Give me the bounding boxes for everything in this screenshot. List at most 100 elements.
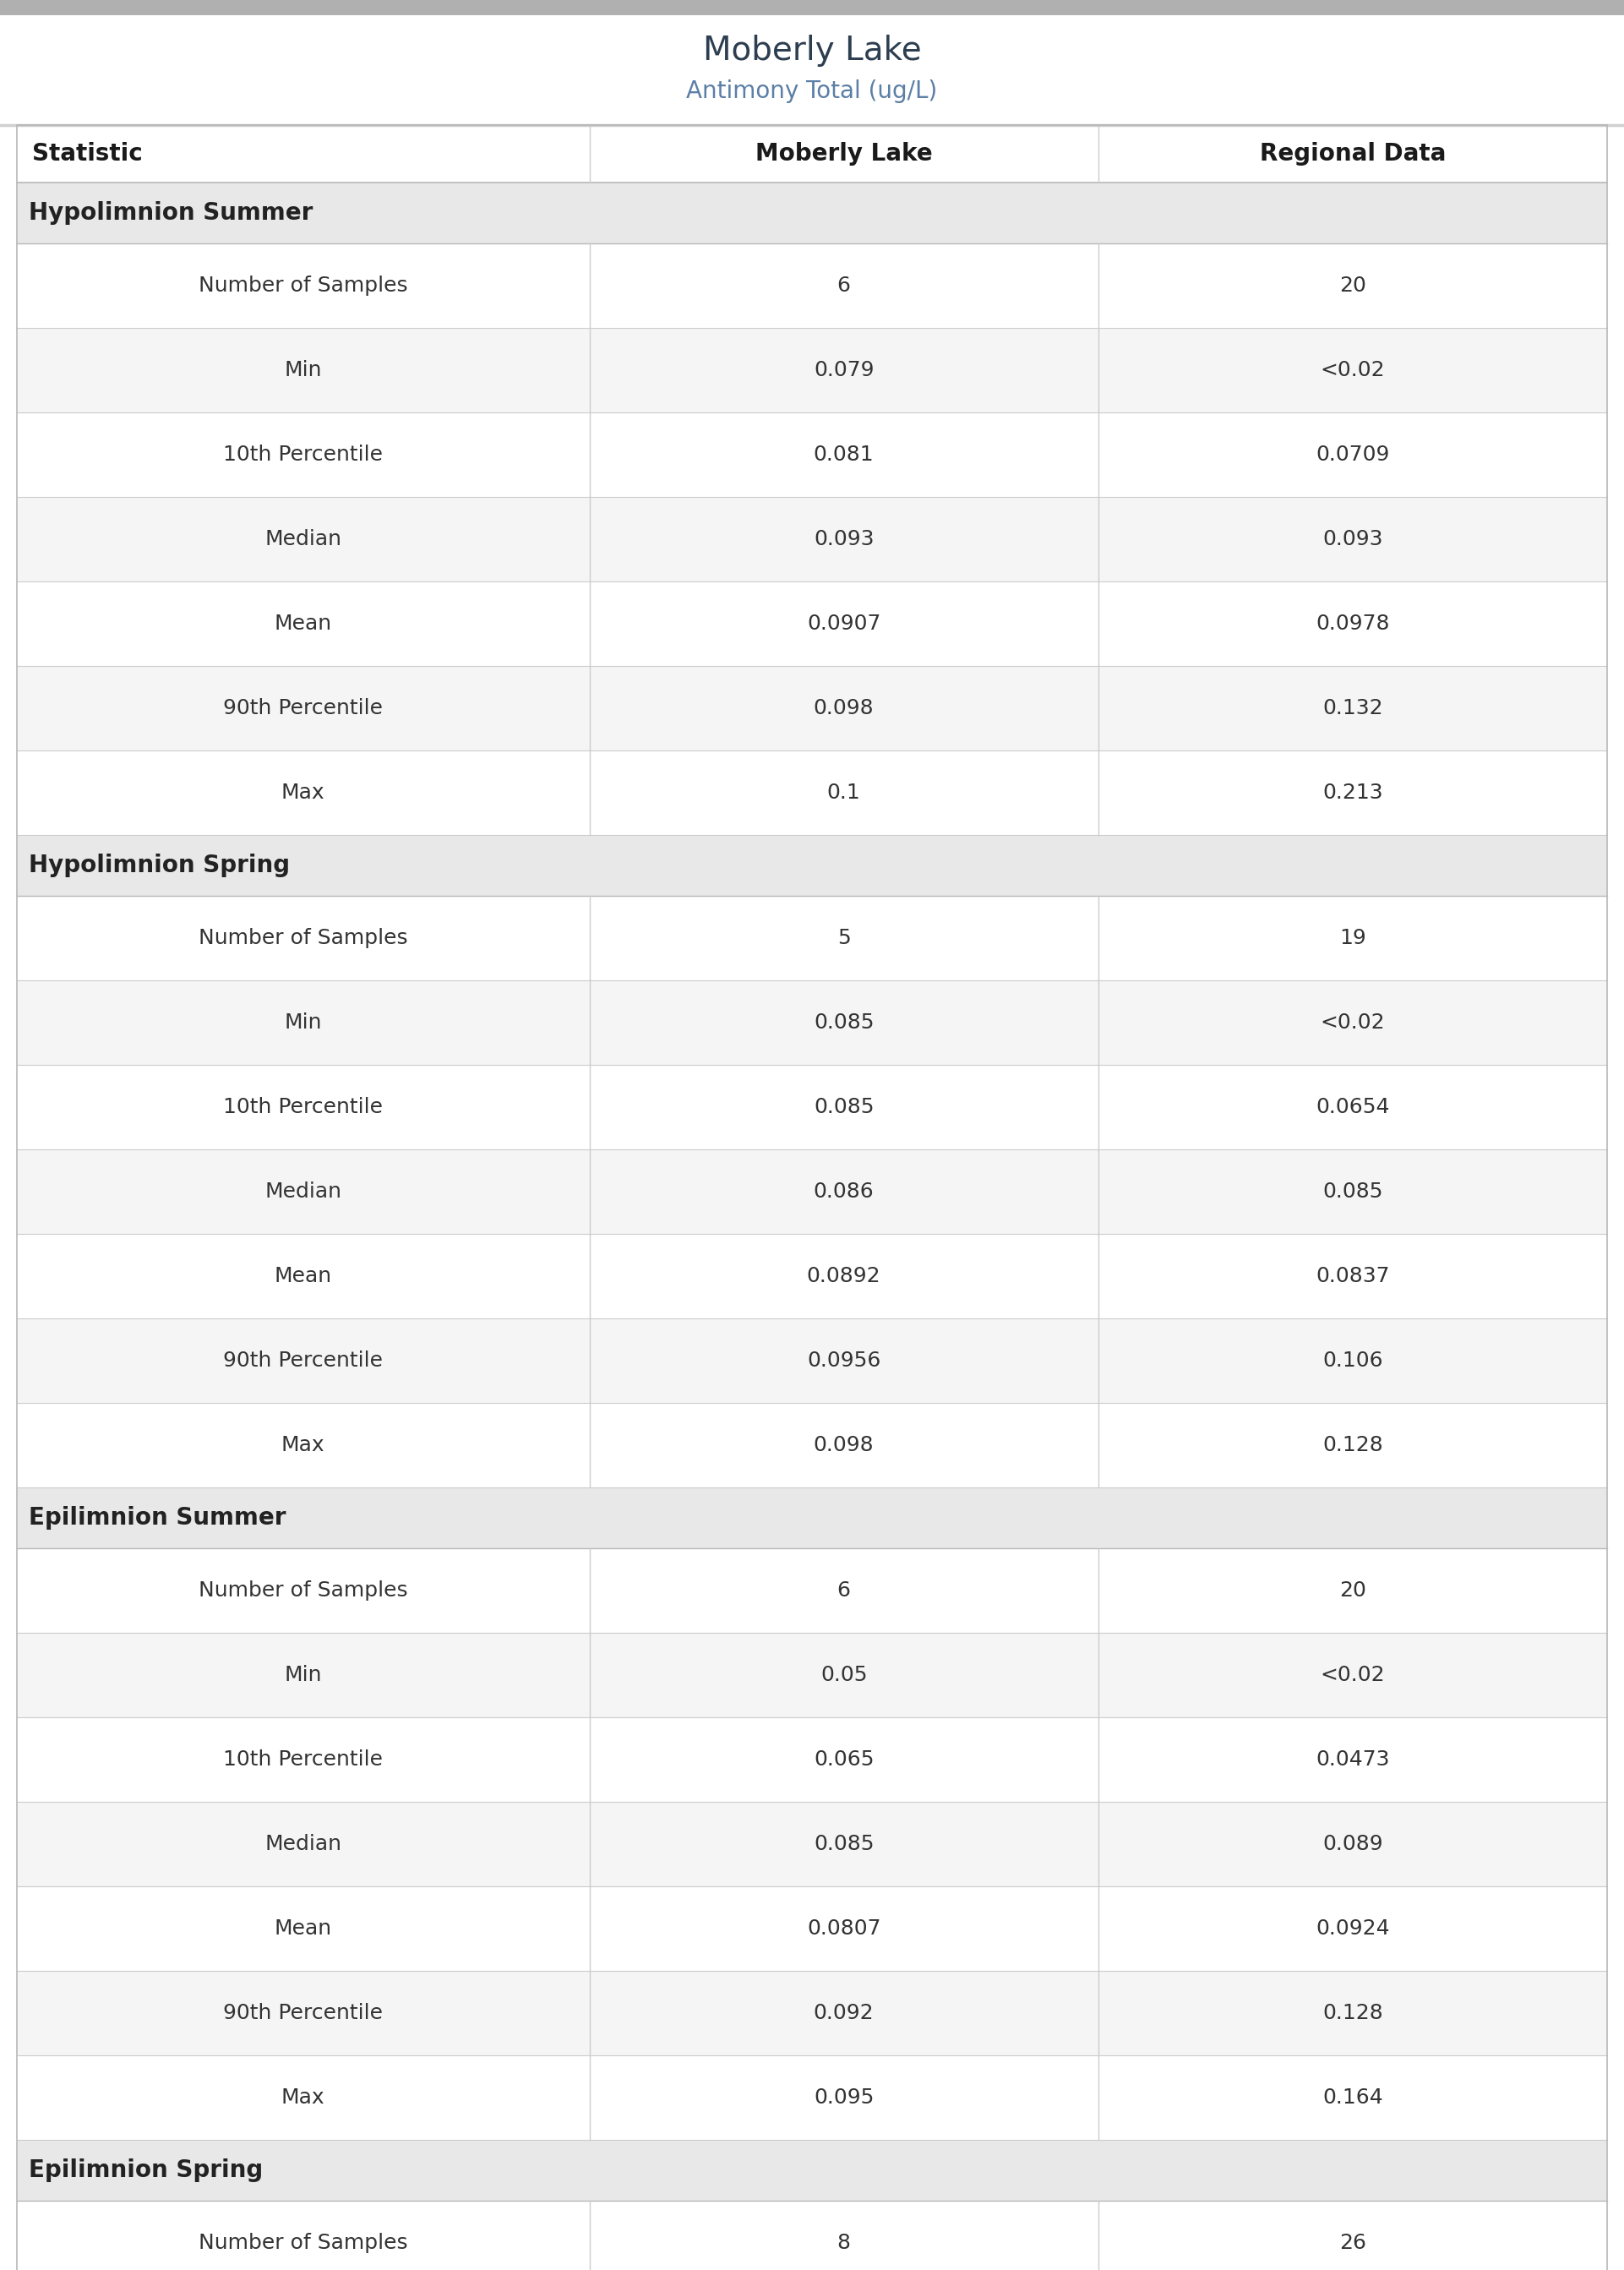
Bar: [16, 1886, 1608, 1970]
Text: Epilimnion Summer: Epilimnion Summer: [29, 1505, 286, 1530]
Bar: [16, 1235, 1608, 1319]
Text: Number of Samples: Number of Samples: [198, 928, 408, 949]
Text: 0.0907: 0.0907: [807, 613, 880, 633]
Text: Median: Median: [265, 529, 341, 549]
Bar: [16, 1065, 1608, 1149]
Text: 6: 6: [836, 1580, 851, 1600]
Text: Moberly Lake: Moberly Lake: [703, 34, 921, 66]
Text: <0.02: <0.02: [1320, 361, 1385, 381]
Text: 90th Percentile: 90th Percentile: [222, 699, 383, 717]
Text: <0.02: <0.02: [1320, 1012, 1385, 1033]
Bar: [16, 182, 1608, 243]
Bar: [16, 1718, 1608, 1802]
Text: 0.079: 0.079: [814, 361, 874, 381]
Text: 0.0956: 0.0956: [807, 1351, 880, 1371]
Text: 0.0709: 0.0709: [1315, 445, 1390, 465]
Text: 0.0473: 0.0473: [1315, 1750, 1390, 1771]
Text: 0.128: 0.128: [1322, 2002, 1384, 2023]
Bar: [16, 1487, 1608, 1548]
Text: 0.0978: 0.0978: [1315, 613, 1390, 633]
Text: 19: 19: [1340, 928, 1366, 949]
Bar: [16, 1632, 1608, 1718]
Text: 0.086: 0.086: [814, 1180, 874, 1201]
Text: 0.093: 0.093: [814, 529, 874, 549]
Text: Statistic: Statistic: [32, 143, 143, 166]
Text: 20: 20: [1340, 1580, 1366, 1600]
Text: Median: Median: [265, 1180, 341, 1201]
Text: 90th Percentile: 90th Percentile: [222, 2002, 383, 2023]
Text: Number of Samples: Number of Samples: [198, 2234, 408, 2254]
Bar: [16, 125, 1608, 182]
Text: <0.02: <0.02: [1320, 1664, 1385, 1684]
Text: 0.085: 0.085: [814, 1012, 874, 1033]
Bar: [16, 497, 1608, 581]
Bar: [16, 1548, 1608, 1632]
Bar: [16, 1403, 1608, 1487]
Text: 10th Percentile: 10th Percentile: [222, 1750, 383, 1771]
Text: Moberly Lake: Moberly Lake: [755, 143, 932, 166]
Text: 0.132: 0.132: [1322, 699, 1384, 717]
Bar: [16, 665, 1608, 751]
Text: Number of Samples: Number of Samples: [198, 1580, 408, 1600]
Bar: [16, 751, 1608, 835]
Text: Hypolimnion Summer: Hypolimnion Summer: [29, 202, 313, 225]
Text: 6: 6: [836, 275, 851, 295]
Text: Antimony Total (ug/L): Antimony Total (ug/L): [687, 79, 937, 102]
Bar: [16, 1970, 1608, 2054]
Text: 0.0837: 0.0837: [1315, 1267, 1390, 1287]
Text: 26: 26: [1340, 2234, 1366, 2254]
Bar: [16, 327, 1608, 413]
Bar: [16, 1802, 1608, 1886]
Text: 0.092: 0.092: [814, 2002, 874, 2023]
Text: 5: 5: [836, 928, 851, 949]
Text: 0.089: 0.089: [1322, 1834, 1384, 1855]
Text: 0.085: 0.085: [814, 1096, 874, 1117]
Text: 0.164: 0.164: [1322, 2088, 1384, 2109]
Text: Mean: Mean: [274, 613, 331, 633]
Bar: [16, 2054, 1608, 2141]
Bar: [16, 2141, 1608, 2200]
Bar: [16, 1149, 1608, 1235]
Text: 8: 8: [836, 2234, 851, 2254]
Text: 0.098: 0.098: [814, 699, 874, 717]
Text: 0.081: 0.081: [814, 445, 874, 465]
Bar: [16, 413, 1608, 497]
Text: 0.098: 0.098: [814, 1435, 874, 1455]
Text: 0.0892: 0.0892: [807, 1267, 880, 1287]
Text: 20: 20: [1340, 275, 1366, 295]
Text: Min: Min: [284, 361, 322, 381]
Text: 0.0654: 0.0654: [1315, 1096, 1390, 1117]
Bar: [16, 2200, 1608, 2270]
Text: Min: Min: [284, 1012, 322, 1033]
Text: 10th Percentile: 10th Percentile: [222, 445, 383, 465]
Bar: [16, 835, 1608, 897]
Text: 0.213: 0.213: [1322, 783, 1384, 804]
Text: 0.1: 0.1: [827, 783, 861, 804]
Bar: [0, 0, 1624, 16]
Text: Median: Median: [265, 1834, 341, 1855]
Text: 0.065: 0.065: [814, 1750, 874, 1771]
Text: 0.05: 0.05: [820, 1664, 867, 1684]
Bar: [16, 1319, 1608, 1403]
Text: 10th Percentile: 10th Percentile: [222, 1096, 383, 1117]
Text: 0.128: 0.128: [1322, 1435, 1384, 1455]
Bar: [0, 16, 1624, 125]
Text: Regional Data: Regional Data: [1260, 143, 1445, 166]
Text: Max: Max: [281, 1435, 325, 1455]
Text: 0.0807: 0.0807: [807, 1918, 880, 1939]
Bar: [16, 581, 1608, 665]
Bar: [16, 243, 1608, 327]
Text: Max: Max: [281, 783, 325, 804]
Text: 0.085: 0.085: [814, 1834, 874, 1855]
Bar: [16, 981, 1608, 1065]
Text: 90th Percentile: 90th Percentile: [222, 1351, 383, 1371]
Text: Number of Samples: Number of Samples: [198, 275, 408, 295]
Bar: [16, 897, 1608, 981]
Text: 0.0924: 0.0924: [1315, 1918, 1390, 1939]
Text: 0.085: 0.085: [1322, 1180, 1384, 1201]
Text: Mean: Mean: [274, 1267, 331, 1287]
Text: 0.106: 0.106: [1322, 1351, 1384, 1371]
Text: Mean: Mean: [274, 1918, 331, 1939]
Text: 0.093: 0.093: [1322, 529, 1384, 549]
Text: Hypolimnion Spring: Hypolimnion Spring: [29, 854, 291, 876]
